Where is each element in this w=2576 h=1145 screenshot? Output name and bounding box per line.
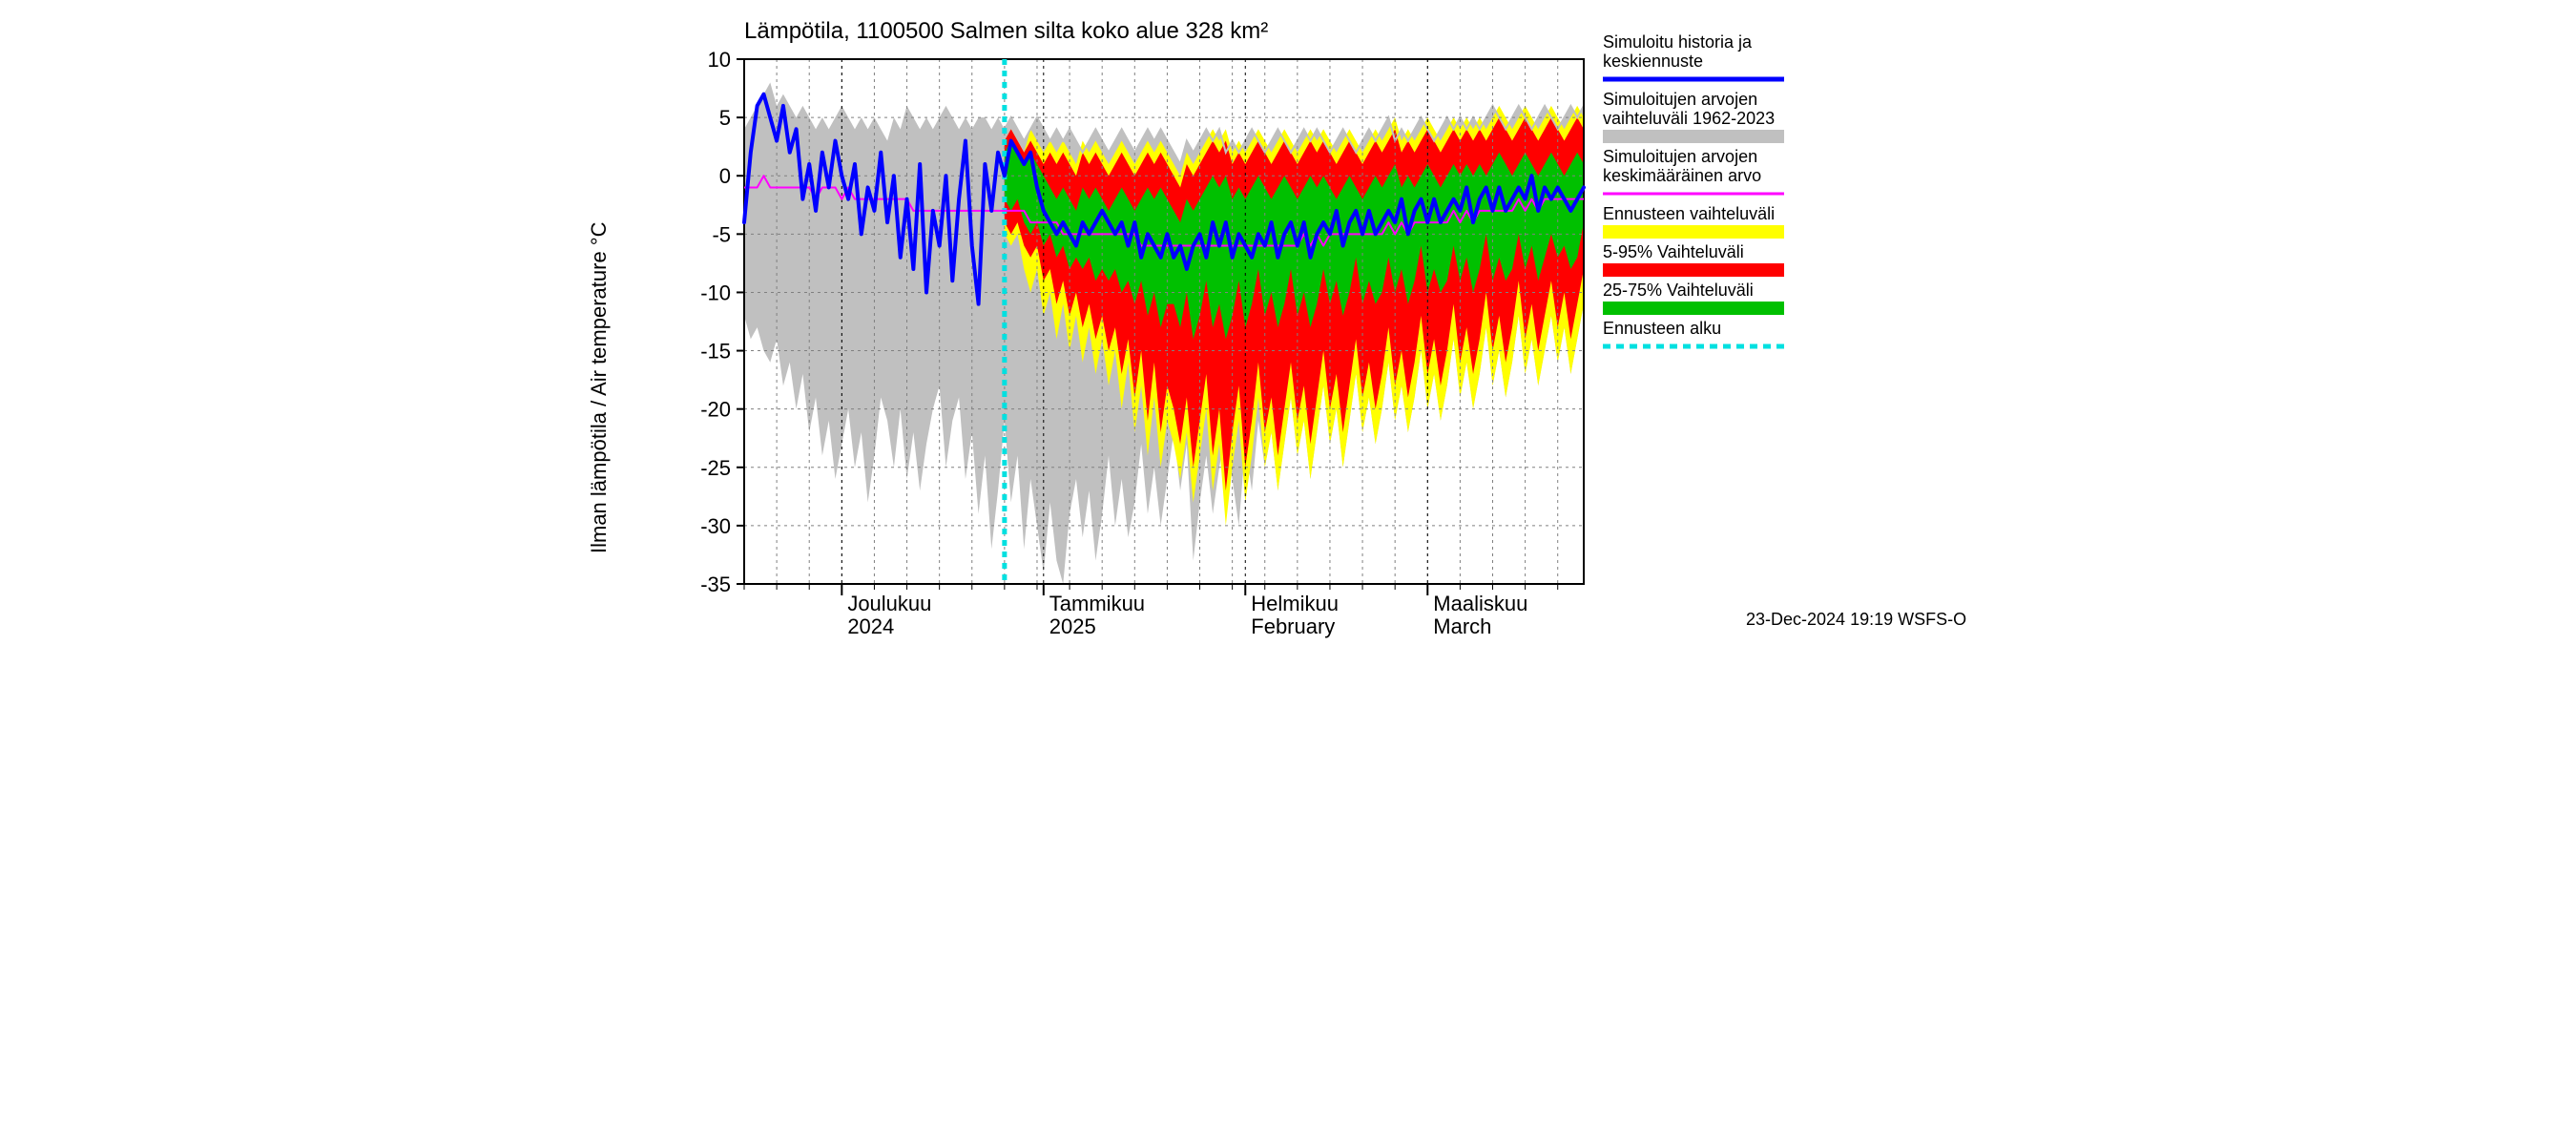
x-month-sublabel: 2024 — [847, 614, 894, 638]
y-tick: -20 — [700, 398, 731, 422]
chart-title: Lämpötila, 1100500 Salmen silta koko alu… — [744, 18, 1268, 44]
y-tick: 5 — [719, 106, 731, 130]
y-tick-labels: -35 -30 -25 -20 -15 -10 -5 0 5 10 — [700, 48, 731, 596]
y-tick: 0 — [719, 164, 731, 188]
x-month-sublabel: March — [1433, 614, 1491, 638]
y-tick: -35 — [700, 572, 731, 596]
temperature-chart: Lämpötila, 1100500 Salmen silta koko alu… — [572, 0, 2004, 639]
x-month-sublabel: February — [1251, 614, 1335, 638]
legend: Simuloitu historia jakeskiennuste Simuloi… — [1603, 32, 1784, 346]
legend-label: Simuloitujen arvojen — [1603, 147, 1757, 166]
x-tick-labels: Joulukuu2024 Tammikuu2025 HelmikuuFebruary… — [847, 592, 1527, 638]
y-axis-label: Ilman lämpötila / Air temperature °C — [587, 221, 611, 553]
x-month-label: Tammikuu — [1049, 592, 1145, 615]
legend-label: Ennusteen alku — [1603, 319, 1721, 338]
footer-timestamp: 23-Dec-2024 19:19 WSFS-O — [1746, 610, 1966, 629]
legend-label: Simuloitujen arvojen — [1603, 90, 1757, 109]
y-tick: -5 — [712, 222, 731, 246]
y-tick: -25 — [700, 456, 731, 480]
legend-swatch — [1603, 225, 1784, 239]
y-tick: 10 — [708, 48, 731, 72]
legend-label: keskimääräinen arvo — [1603, 166, 1761, 185]
x-month-label: Maaliskuu — [1433, 592, 1527, 615]
legend-label: 5-95% Vaihteluväli — [1603, 242, 1744, 261]
x-month-label: Joulukuu — [847, 592, 931, 615]
y-tick: -10 — [700, 281, 731, 304]
x-month-label: Helmikuu — [1251, 592, 1339, 615]
y-tick: -30 — [700, 514, 731, 538]
legend-label: vaihteluväli 1962-2023 — [1603, 109, 1775, 128]
legend-label: keskiennuste — [1603, 52, 1703, 71]
legend-swatch — [1603, 302, 1784, 315]
y-tick: -15 — [700, 340, 731, 364]
x-month-sublabel: 2025 — [1049, 614, 1096, 638]
legend-label: Ennusteen vaihteluväli — [1603, 204, 1775, 223]
legend-swatch — [1603, 130, 1784, 143]
legend-swatch — [1603, 263, 1784, 277]
legend-label: 25-75% Vaihteluväli — [1603, 281, 1754, 300]
legend-label: Simuloitu historia ja — [1603, 32, 1753, 52]
